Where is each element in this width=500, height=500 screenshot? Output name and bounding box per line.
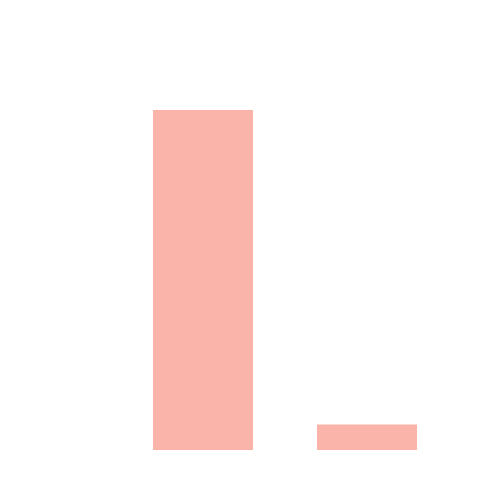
bar [152, 110, 254, 450]
bar [316, 424, 418, 450]
